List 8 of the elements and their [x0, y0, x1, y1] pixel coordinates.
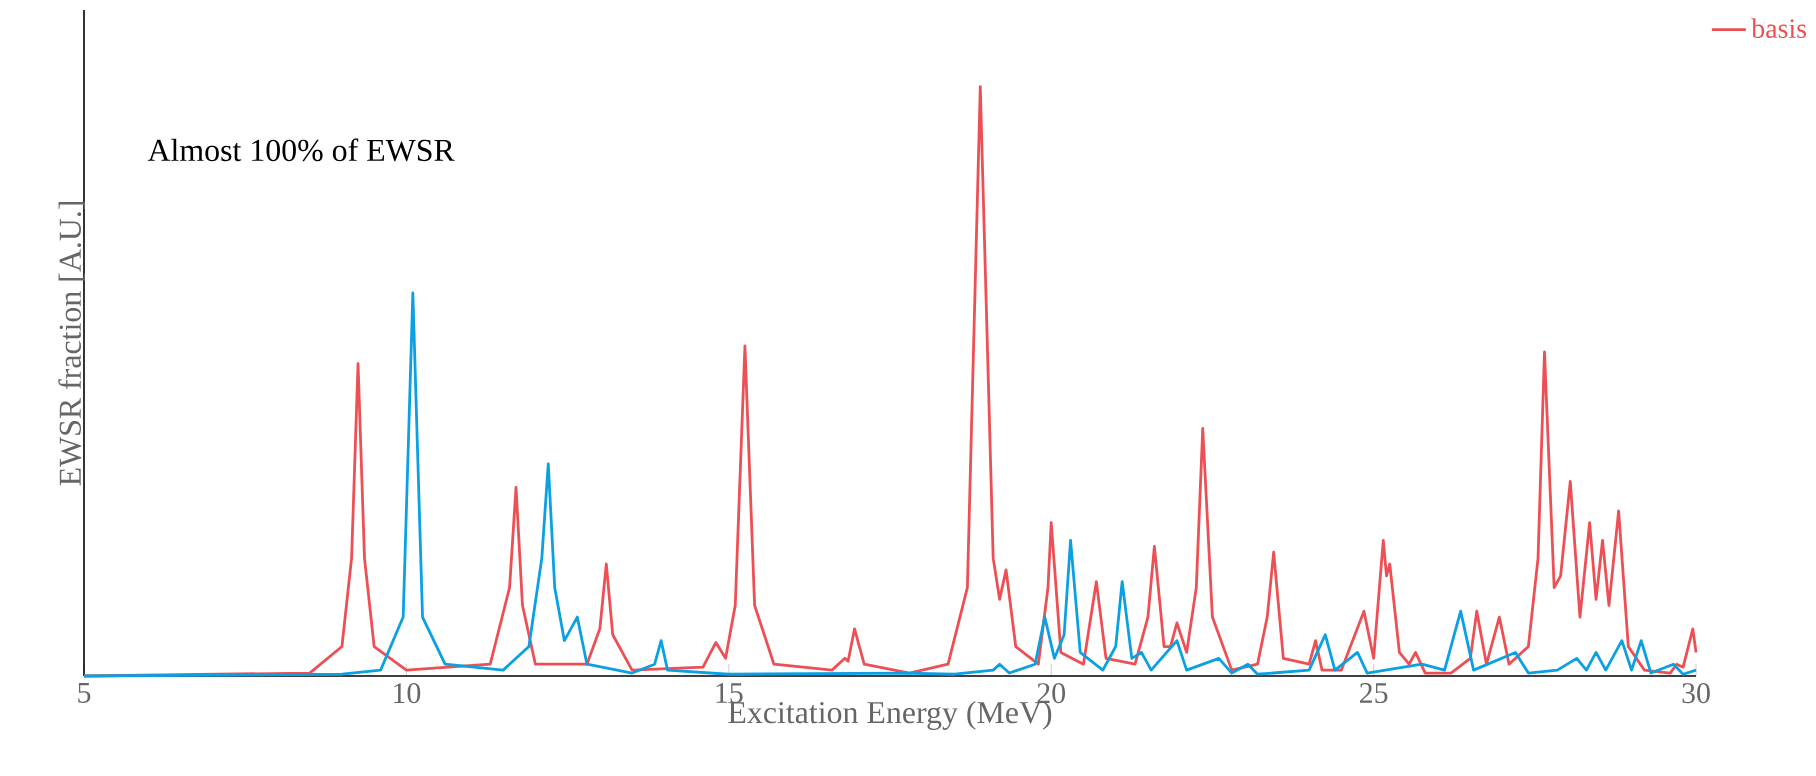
annotation: Almost 100% of EWSR	[147, 138, 455, 162]
x-tick-label: 5	[78, 683, 91, 703]
legend-label: basis	[1751, 18, 1807, 38]
y-axis-title: EWSR fraction [A.U.]	[58, 201, 85, 486]
x-tick-label: 30	[1682, 683, 1710, 704]
x-tick-label: 10	[394, 683, 421, 704]
x-tick-label: 15	[716, 683, 743, 704]
x-tick-label: 25	[1359, 683, 1388, 704]
